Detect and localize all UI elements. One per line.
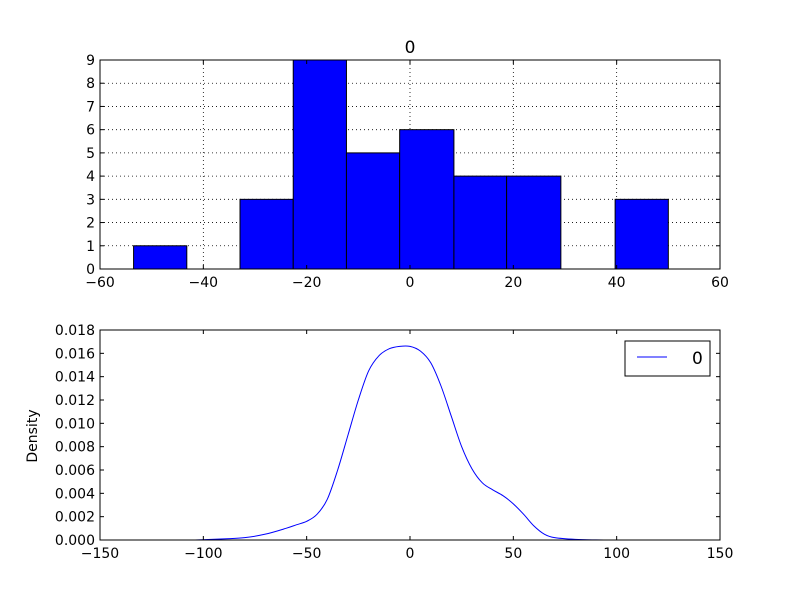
histogram-x-tick-label: 40	[608, 275, 626, 291]
histogram-bar	[453, 175, 508, 270]
histogram-y-tick-label: 8	[86, 76, 95, 92]
density-x-tick-label: −50	[292, 546, 322, 562]
histogram-bar	[399, 129, 455, 270]
density-series	[195, 345, 617, 541]
density-legend-label: 0	[692, 349, 703, 369]
density-y-axis-label: Density	[25, 409, 41, 462]
histogram-y-tick-label: 9	[86, 53, 95, 69]
density-y-tick-label: 0.006	[55, 463, 95, 479]
histogram-y-tick-label: 3	[86, 192, 95, 208]
histogram-y-tick-label: 4	[86, 169, 95, 185]
histogram-y-ticks: 0 1 2 3 4 5 6 7 8 9	[86, 53, 720, 278]
histogram-x-tick-label: −40	[189, 275, 219, 291]
density-y-tick-label: 0.012	[55, 393, 95, 409]
density-y-tick-label: 0.008	[55, 440, 95, 456]
histogram-y-tick-label: 5	[86, 146, 95, 162]
density-y-tick-label: 0.004	[55, 486, 95, 502]
histogram-bar	[506, 175, 562, 270]
density-y-tick-label: 0.018	[55, 323, 95, 339]
density-y-tick-label: 0.014	[55, 370, 95, 386]
density-x-tick-label: 50	[504, 546, 522, 562]
density-y-tick-label: 0.016	[55, 346, 95, 362]
density-legend-box	[624, 340, 711, 377]
density-x-tick-label: 150	[707, 546, 734, 562]
histogram-x-tick-label: −20	[292, 275, 322, 291]
histogram-bar	[133, 245, 188, 270]
histogram-title: 0	[405, 38, 416, 58]
histogram-x-tick-label: 0	[406, 275, 415, 291]
density-frame	[99, 329, 721, 541]
histogram-y-tick-label: 1	[86, 239, 95, 255]
histogram-y-tick-label: 2	[86, 216, 95, 232]
histogram-bar	[292, 59, 347, 270]
density-x-tick-label: 100	[603, 546, 630, 562]
histogram-frame	[99, 59, 721, 270]
density-plot: Density −150 −100 −50 0 50 100 150 0.0000.0020…	[25, 323, 733, 562]
histogram-y-tick-label: 7	[86, 99, 95, 115]
histogram-x-tick-label: 60	[711, 275, 729, 291]
density-y-tick-label: 0.010	[55, 416, 95, 432]
histogram-y-tick-label: 0	[86, 262, 95, 278]
density-legend: 0	[624, 340, 711, 377]
density-x-tick-label: 0	[406, 546, 415, 562]
histogram-x-tick-label: 20	[504, 275, 522, 291]
density-line	[195, 345, 617, 541]
histogram-bar	[345, 152, 401, 270]
density-x-ticks: −150 −100 −50 0 50 100 150	[81, 330, 734, 562]
histogram-bar	[614, 198, 669, 270]
histogram-bars	[133, 59, 669, 270]
density-y-tick-label: 0.002	[55, 510, 95, 526]
density-y-tick-label: 0.000	[55, 533, 95, 549]
histogram-bar	[239, 198, 294, 270]
density-x-tick-label: −100	[184, 546, 222, 562]
density-x-tick-label: −150	[81, 546, 119, 562]
histogram-x-tick-label: −60	[85, 275, 115, 291]
histogram-plot: 0 −60 −40 −20 0 20 40 60 0 1 2 3 4 5 6 7 8 9	[85, 38, 729, 291]
density-y-ticks: 0.000 0.002 0.004 0.006 0.008 0.010 0.012 0.014…	[55, 323, 720, 549]
histogram-x-ticks: −60 −40 −20 0 20 40 60	[85, 60, 729, 291]
histogram-y-tick-label: 6	[86, 123, 95, 139]
